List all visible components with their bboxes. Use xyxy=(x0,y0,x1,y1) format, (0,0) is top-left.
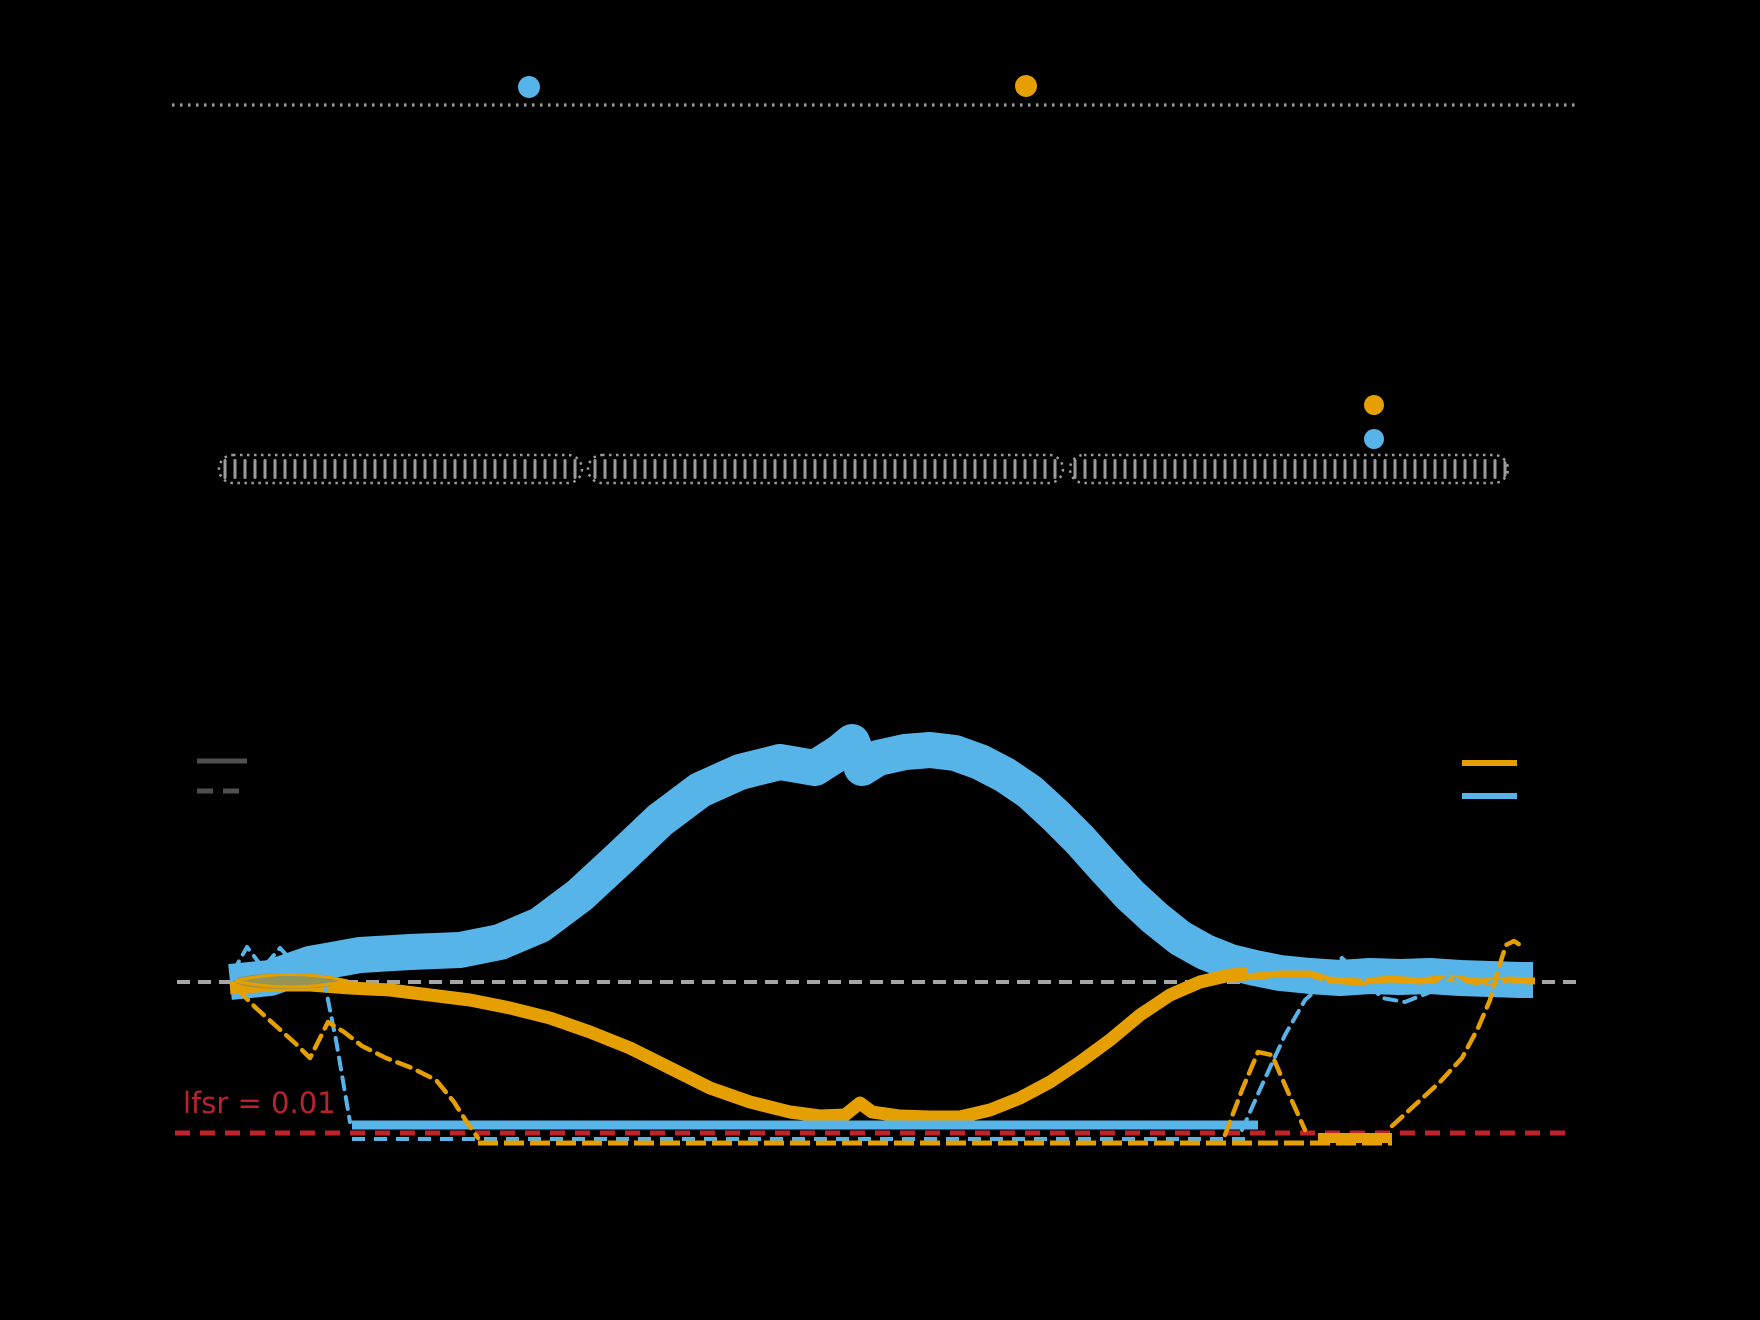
series-blue-band xyxy=(228,724,1538,1000)
lfsr-threshold-label: lfsr = 0.01 xyxy=(183,1086,336,1120)
curve-series-layer xyxy=(228,724,1538,1146)
reference-lines-layer xyxy=(175,980,1580,1136)
exon-segment-1 xyxy=(217,453,584,485)
series-orange-band xyxy=(229,967,1249,1124)
exon-segment-2 xyxy=(586,453,1065,485)
series-orange-dashed-right-valley xyxy=(1222,1049,1308,1138)
series-orange-dashed-left xyxy=(235,987,481,1141)
series-orange-dashed-right-rise xyxy=(1389,938,1526,1129)
transcript-track-layer xyxy=(172,75,1580,485)
exon-marker-blue xyxy=(1364,429,1384,449)
series-blue-dashed-right xyxy=(1240,956,1520,1132)
isoform-marker-blue xyxy=(518,76,540,98)
exon-marker-orange xyxy=(1364,395,1384,415)
orange-ci-lens xyxy=(234,973,349,989)
isoform-marker-orange xyxy=(1015,75,1037,97)
legend-layer xyxy=(197,758,1517,799)
exon-segment-3 xyxy=(1068,453,1510,485)
